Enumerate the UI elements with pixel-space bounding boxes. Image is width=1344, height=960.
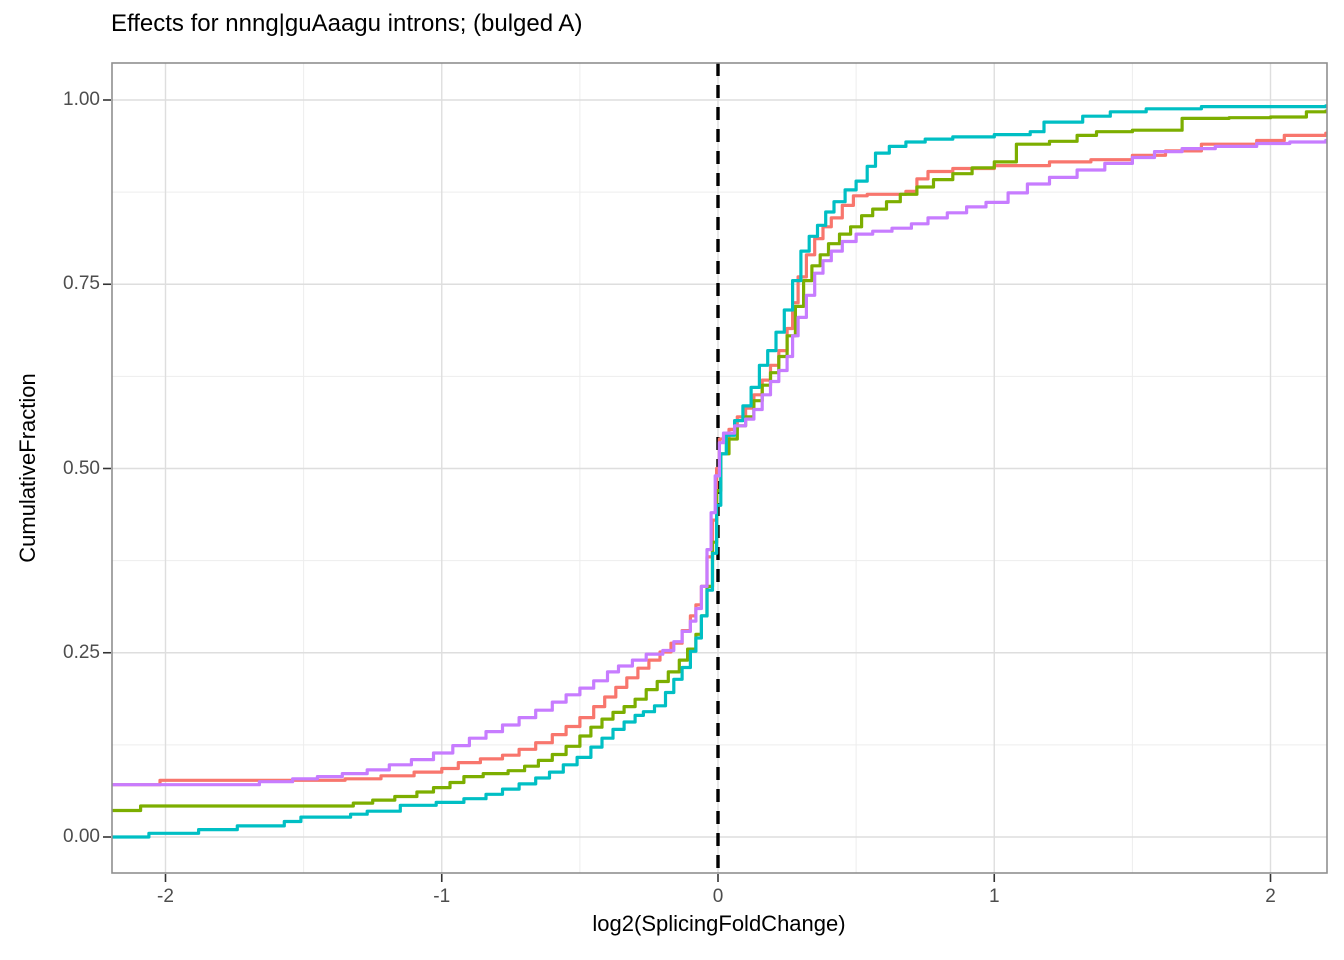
- x-axis-title: log2(SplicingFoldChange): [592, 911, 846, 936]
- y-tick-label: 0.75: [63, 273, 100, 295]
- ecdf-curve-green: [112, 109, 1328, 813]
- y-tick-label: 1.00: [63, 89, 100, 110]
- x-tick-label: 0: [712, 886, 724, 907]
- chart-title: Effects for nnng|guAaagu introns; (bulge…: [111, 10, 583, 37]
- y-tick-label: 0.00: [63, 826, 100, 847]
- ecdf-curve-teal: [112, 104, 1328, 839]
- ecdf-curve-purple: [112, 138, 1328, 787]
- x-tick-label: -1: [433, 886, 451, 907]
- x-tick-label: -2: [157, 886, 174, 907]
- x-tick-label: 2: [1265, 886, 1276, 907]
- y-tick-label: 0.25: [63, 641, 100, 663]
- x-tick-label: 1: [988, 886, 1000, 907]
- y-tick-label: 0.50: [63, 457, 100, 479]
